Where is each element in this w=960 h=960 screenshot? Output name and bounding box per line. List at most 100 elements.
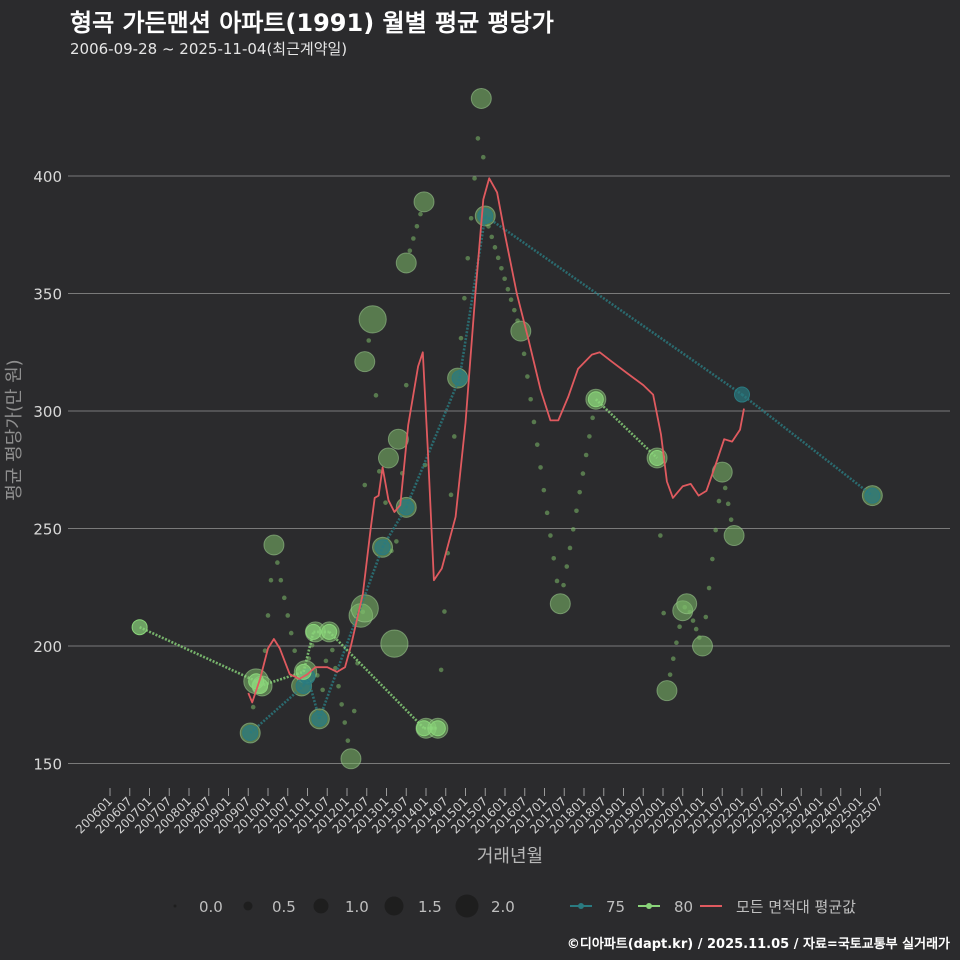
trail-dot: [462, 295, 467, 301]
trail-dot: [677, 624, 682, 630]
series-point-75: [864, 487, 881, 504]
trail-dot: [373, 393, 379, 398]
trail-dot: [658, 533, 663, 538]
trail-dot: [713, 527, 718, 533]
series-segment-75: [405, 377, 461, 508]
trail-dot: [292, 648, 297, 653]
trail-dot: [278, 577, 284, 583]
series-segment-80: [139, 626, 257, 683]
series-point-80: [587, 391, 604, 408]
size-legend-swatch: [173, 904, 177, 908]
series-segment-80: [328, 630, 425, 730]
trail-dot: [285, 613, 291, 618]
trail-dot: [458, 335, 464, 341]
trail-dot: [342, 720, 348, 725]
trail-dot: [725, 501, 731, 507]
series-point-75: [374, 539, 391, 556]
size-legend-label: 0.5: [272, 898, 296, 916]
trail-dot: [512, 307, 517, 313]
trail-dot: [551, 555, 557, 561]
size-legend-label: 0.0: [199, 898, 223, 916]
trail-dot: [590, 415, 595, 421]
legend: 0.0 0.5 1.0 1.5 2.0 75 80 모든 면적대 평균값: [173, 894, 856, 918]
trail-dot: [670, 656, 676, 661]
trail-dot: [515, 318, 520, 323]
trail-dot: [489, 234, 495, 240]
trail-dot: [265, 613, 271, 618]
trail-dot: [480, 154, 486, 160]
series-legend-dot: [578, 903, 584, 909]
trail-dot: [475, 136, 481, 141]
trail-dot: [561, 582, 566, 588]
trail-dot: [716, 498, 722, 504]
size-legend-label: 1.5: [418, 898, 442, 916]
trail-dot: [492, 245, 498, 250]
series-segment-75: [318, 546, 384, 720]
trail-dot: [570, 527, 576, 532]
trail-dot: [534, 442, 540, 447]
grid-lines: [68, 175, 950, 764]
series-legend-dot: [646, 903, 652, 909]
trail-dot: [323, 658, 329, 664]
trail-dot: [541, 487, 547, 493]
trail-dot: [667, 672, 673, 677]
trail-dot: [697, 635, 702, 640]
trail-dot: [661, 610, 666, 616]
data-bubble: [340, 748, 362, 770]
series-legend-label: 75: [606, 898, 625, 916]
trail-dot: [411, 236, 416, 241]
data-bubble: [387, 428, 409, 450]
trail-dot: [580, 471, 586, 476]
trail-dot: [362, 482, 368, 488]
size-legend-label: 1.0: [345, 898, 369, 916]
trail-dot: [339, 702, 344, 707]
x-axis: 2006012006072007012007072008012008072009…: [73, 788, 885, 837]
chart-title: 형곡 가든맨션 아파트(1991) 월별 평균 평당가: [70, 9, 554, 37]
trail-dot: [554, 578, 560, 584]
data-bubble: [656, 680, 678, 702]
series-point-75: [311, 710, 328, 727]
trail-dot: [351, 708, 357, 714]
series-legend-label: 80: [674, 898, 693, 916]
trail-dot: [407, 248, 413, 254]
y-tick-label: 200: [33, 638, 62, 656]
trail-dot: [502, 276, 507, 282]
trail-dot: [275, 560, 280, 565]
y-tick-label: 150: [33, 756, 62, 774]
series-segment-75: [249, 684, 305, 734]
y-tick-label: 400: [33, 168, 62, 186]
trail-dot: [499, 265, 504, 271]
trail-dot: [345, 738, 351, 743]
trail-dot: [448, 492, 454, 498]
x-axis-label: 거래년월: [477, 846, 543, 867]
trail-dot: [442, 609, 447, 614]
data-bubble: [358, 305, 387, 334]
series-point-80: [649, 450, 666, 466]
trail-dot: [336, 683, 341, 689]
trail-dot: [690, 618, 696, 623]
trail-dot: [703, 614, 709, 620]
data-bubble: [395, 252, 417, 274]
data-bubble: [470, 87, 492, 109]
trail-dot: [414, 223, 420, 229]
series-segment-75: [458, 215, 487, 379]
trail-dot: [531, 419, 537, 425]
trail-dot: [583, 452, 589, 458]
trail-dot: [525, 374, 530, 379]
average-price-line: [247, 177, 745, 704]
series-point-80: [321, 623, 338, 640]
series-point-75: [451, 370, 468, 387]
trail-dot: [495, 255, 501, 261]
y-axis: 150 200 250 300 350 400: [33, 168, 62, 774]
data-bubble: [549, 593, 571, 615]
data-bubble: [263, 534, 285, 556]
trail-dot: [389, 548, 394, 554]
trail-dot: [315, 673, 320, 678]
series-legend-label: 모든 면적대 평균값: [736, 898, 856, 916]
series-point-75: [477, 207, 494, 224]
data-bubble: [723, 525, 745, 547]
trail-dot: [320, 687, 325, 693]
trail-dot: [376, 469, 382, 474]
size-legend-swatch: [384, 896, 404, 916]
